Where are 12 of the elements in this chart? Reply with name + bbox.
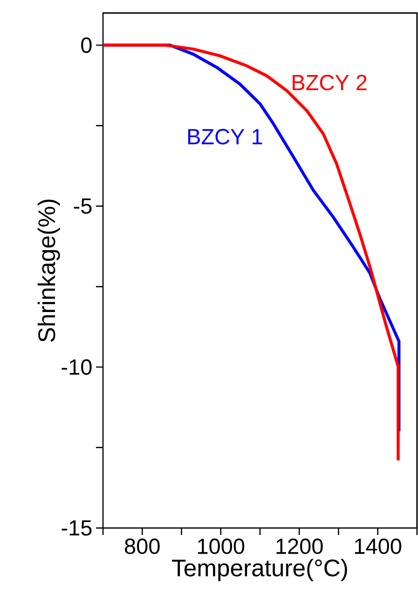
y-tick-label: -15 <box>62 520 92 536</box>
y-tick-label: 0 <box>81 37 92 53</box>
y-axis-title: Shrinkage(%) <box>38 200 60 342</box>
x-axis-title: Temperature(°C) <box>172 558 348 582</box>
series-label: BZCY 1 <box>188 128 262 144</box>
x-tick-label: 1000 <box>198 538 244 554</box>
series-label: BZCY 2 <box>292 74 367 90</box>
y-tick-label: -5 <box>74 198 92 214</box>
x-tick-label: 800 <box>124 538 160 554</box>
x-tick-label: 1200 <box>276 538 323 554</box>
x-tick-label: 1400 <box>355 538 402 554</box>
y-tick-label: -10 <box>62 359 92 375</box>
